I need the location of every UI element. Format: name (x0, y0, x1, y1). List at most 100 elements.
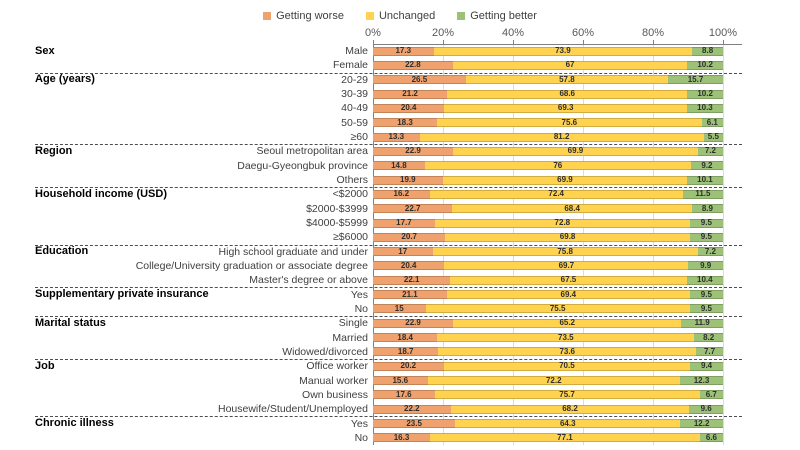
axis-tick-label: 60% (571, 27, 595, 39)
bar-segment-unchanged: 67 (452, 60, 688, 70)
bar-segment-worse: 19.9 (373, 175, 443, 185)
group-label: Marital status (35, 316, 106, 329)
value-label: 15 (394, 303, 404, 313)
category-label: No (354, 431, 368, 444)
category-label: College/University graduation or associa… (135, 259, 368, 272)
axis-tick-label: 20% (431, 27, 455, 39)
bar-segment-worse: 20.4 (373, 103, 445, 113)
category-label: $2000-$3999 (306, 202, 368, 215)
value-label: 17.7 (396, 218, 412, 228)
bar-segment-worse: 16.3 (373, 432, 431, 443)
bar-segment-worse: 21.2 (373, 89, 448, 99)
value-label: 12.2 (693, 418, 710, 428)
bar-segment-unchanged: 75.7 (434, 390, 700, 400)
value-label: 81.2 (553, 132, 570, 142)
category-label: Own business (302, 388, 368, 401)
value-label: 70.5 (559, 361, 575, 371)
bar-segment-unchanged: 75.5 (425, 304, 690, 314)
bar-segment-worse: 22.8 (373, 60, 453, 70)
value-label: 10.3 (697, 103, 713, 113)
value-label: 11.5 (695, 189, 711, 199)
value-label: 72.4 (548, 189, 564, 199)
bar-segment-unchanged: 68.6 (447, 89, 688, 99)
bar-segment-worse: 15.6 (373, 376, 428, 386)
group-separator (35, 187, 742, 189)
value-label: 11.9 (694, 318, 710, 328)
bar-segment-unchanged: 72.2 (427, 376, 680, 386)
category-label: Manual worker (299, 374, 368, 387)
bar-segment-worse: 26.5 (373, 75, 466, 85)
legend-swatch-icon (365, 12, 374, 20)
bar-segment-worse: 22.9 (373, 146, 454, 156)
bar-segment-better: 10.2 (687, 60, 723, 70)
value-label: 20.4 (400, 260, 417, 270)
bar-segment-worse: 20.2 (373, 361, 444, 371)
value-label: 22.2 (404, 404, 420, 414)
value-label: 20.4 (400, 103, 417, 113)
group-separator (35, 316, 742, 318)
bar-segment-better: 6.6 (699, 433, 723, 443)
bar-segment-unchanged: 69.4 (446, 289, 690, 300)
value-label: 22.8 (405, 60, 421, 70)
category-label: Married (332, 331, 368, 344)
value-label: 69.4 (560, 289, 577, 299)
group-label: Job (35, 359, 55, 372)
value-label: 17.6 (396, 389, 412, 399)
bar-segment-worse: 17.7 (373, 218, 435, 228)
bar-segment-better: 9.5 (689, 290, 723, 300)
legend-item: Unchanged (365, 10, 435, 22)
value-label: 17.3 (395, 46, 412, 56)
legend-label: Getting worse (276, 10, 344, 22)
value-label: 23.5 (406, 418, 422, 428)
value-label: 15.7 (687, 74, 704, 84)
legend-item: Getting worse (263, 10, 344, 22)
axis-tick-label: 40% (501, 27, 525, 39)
bar-segment-better: 8.8 (692, 46, 723, 56)
bar-segment-worse: 18.4 (373, 332, 438, 343)
bar-segment-worse: 18.3 (373, 118, 438, 128)
category-label: High school graduate and under (218, 245, 368, 258)
bar-segment-worse: 18.7 (373, 347, 439, 357)
value-label: 69.8 (559, 232, 576, 242)
chart-row: 17.7 72.8 9.5 (373, 218, 723, 228)
bar-segment-better: 10.3 (686, 103, 723, 113)
value-label: 68.6 (559, 89, 576, 99)
chart-row: 22.9 69.9 7.2 (373, 146, 723, 156)
category-label: Single (338, 317, 368, 330)
chart-row: 22.8 67 10.2 (373, 60, 723, 70)
group-label: Supplementary private insurance (35, 288, 209, 301)
chart-row: 22.2 68.2 9.6 (373, 404, 723, 414)
category-label: ≥60 (350, 131, 368, 144)
bar-segment-unchanged: 57.8 (465, 75, 669, 85)
bar-segment-worse: 17.3 (373, 46, 434, 56)
axis-tick-label: 80% (641, 27, 665, 39)
category-label: 50-59 (341, 116, 368, 129)
bar-segment-unchanged: 75.6 (437, 118, 702, 128)
value-label: 16.3 (393, 432, 410, 442)
value-label: 18.4 (397, 332, 413, 342)
value-label: 13.3 (388, 132, 405, 142)
value-label: 76 (553, 160, 563, 170)
category-label: 30-39 (341, 88, 368, 101)
value-label: 14.8 (391, 160, 407, 170)
bar-segment-unchanged: 69.9 (453, 146, 698, 156)
value-label: 6.1 (706, 117, 718, 127)
category-label: Widowed/divorced (282, 345, 368, 358)
bar-segment-worse: 20.7 (373, 232, 446, 242)
axis-tick-mark (513, 40, 514, 44)
value-label: 69.9 (557, 175, 573, 185)
axis-tick-label: 0% (365, 27, 381, 39)
value-label: 6.7 (705, 389, 717, 399)
value-label: 67.5 (560, 275, 577, 285)
value-label: 8.8 (702, 46, 714, 56)
bar-segment-better: 9.2 (690, 161, 723, 171)
chart-row: 21.1 69.4 9.5 (373, 289, 723, 300)
chart-row: 18.4 73.5 8.2 (373, 332, 723, 343)
bar-segment-unchanged: 81.2 (419, 132, 704, 142)
value-label: 75.8 (557, 246, 573, 256)
bar-segment-unchanged: 77.1 (430, 433, 700, 443)
value-label: 7.2 (704, 146, 716, 156)
group-separator (35, 144, 742, 146)
bar-segment-better: 9.9 (688, 261, 723, 271)
chart-row: 22.9 65.2 11.9 (373, 318, 723, 328)
